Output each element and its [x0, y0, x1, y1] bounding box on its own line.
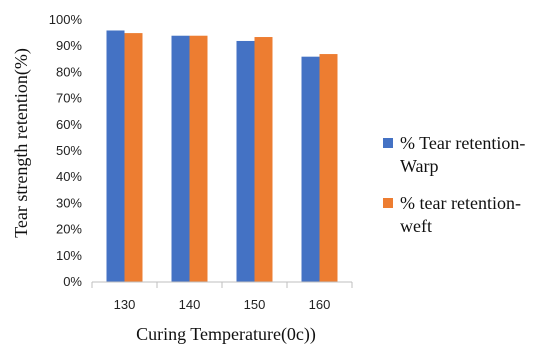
- legend-label: % Tear retention-: [400, 133, 525, 153]
- y-tick-label: 10%: [56, 248, 82, 263]
- bar-warp-160: [302, 57, 320, 282]
- legend: % Tear retention- Warp % tear retention-we…: [383, 133, 525, 236]
- x-tick-label: 150: [244, 297, 266, 312]
- bar-weft-140: [190, 36, 208, 282]
- bars: [107, 30, 338, 282]
- legend-label: Warp: [400, 156, 439, 176]
- y-tick-label: 60%: [56, 117, 82, 132]
- x-tick-label: 140: [179, 297, 201, 312]
- legend-swatch-weft: [383, 198, 393, 208]
- y-tick-label: 20%: [56, 222, 82, 237]
- bar-warp-150: [237, 41, 255, 282]
- bar-weft-150: [255, 37, 273, 282]
- y-tick-label: 30%: [56, 195, 82, 210]
- bar-weft-160: [320, 54, 338, 282]
- x-axis: [92, 282, 352, 288]
- y-axis-title: Tear strength retention(%): [11, 48, 32, 238]
- legend-label: weft: [400, 216, 432, 236]
- bar-weft-130: [125, 33, 143, 282]
- y-tick-label: 50%: [56, 143, 82, 158]
- legend-label: % tear retention-: [400, 193, 521, 213]
- y-tick-label: 80%: [56, 64, 82, 79]
- y-axis-ticks: 0% 10% 20% 30% 40% 50% 60% 70% 80% 90% 100%: [49, 12, 83, 289]
- x-tick-label: 160: [309, 297, 331, 312]
- x-axis-title: Curing Temperature(0c)): [136, 324, 316, 345]
- legend-swatch-warp: [383, 138, 393, 148]
- x-axis-ticks: 130 140 150 160: [114, 297, 331, 312]
- x-tick-label: 130: [114, 297, 136, 312]
- y-tick-label: 70%: [56, 91, 82, 106]
- y-tick-label: 100%: [49, 12, 83, 27]
- y-tick-label: 40%: [56, 169, 82, 184]
- bar-warp-130: [107, 30, 125, 282]
- y-tick-label: 90%: [56, 38, 82, 53]
- bar-warp-140: [172, 36, 190, 282]
- y-tick-label: 0%: [63, 274, 82, 289]
